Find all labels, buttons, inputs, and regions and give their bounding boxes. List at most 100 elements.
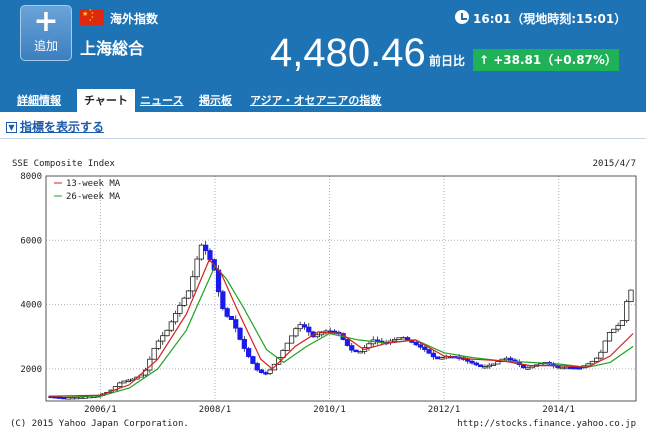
candle: [203, 240, 209, 255]
candle: [293, 326, 299, 338]
candle: [224, 306, 230, 319]
expand-icon: ▼: [6, 122, 17, 133]
candle: [228, 315, 235, 320]
price-chart: 8000 6000 4000 2000 2006/1 2008/1 2010/1 2012/1…: [10, 159, 637, 429]
candle: [478, 364, 484, 368]
candle: [74, 396, 80, 400]
divider: [0, 138, 646, 139]
candle: [615, 322, 621, 332]
candle: [297, 321, 303, 332]
candle: [125, 378, 131, 383]
candle: [57, 396, 63, 399]
candle: [237, 327, 243, 341]
x-tick-label: 2012/1: [428, 405, 461, 415]
candle: [344, 338, 351, 347]
plot-frame: [45, 175, 637, 402]
candle: [495, 361, 501, 365]
candle: [473, 361, 479, 367]
tab-board[interactable]: 掲示板: [199, 94, 232, 107]
candle: [568, 366, 574, 370]
show-indicators-link[interactable]: ▼ 指標を表示する: [6, 118, 104, 135]
candle: [69, 396, 76, 400]
candle: [314, 333, 320, 339]
legend-ma26: 26-week MA: [66, 192, 121, 202]
candle: [151, 347, 157, 360]
show-indicators-label: 指標を表示する: [20, 120, 105, 134]
source-url: http://stocks.finance.yahoo.co.jp: [457, 419, 636, 429]
plus-icon: +: [33, 4, 59, 39]
candle: [284, 342, 290, 351]
candle: [598, 349, 604, 361]
tab-asia-oceania[interactable]: アジア・オセアニアの指数: [250, 94, 382, 107]
candle: [594, 357, 600, 363]
y-tick-label: 4000: [20, 301, 42, 311]
y-tick-label: 6000: [20, 236, 42, 246]
ma26-line: [48, 264, 634, 397]
candle: [155, 339, 162, 351]
chart-title: SSE Composite Index: [12, 159, 116, 169]
axis-ticks: 8000 6000 4000 2000 2006/1 2008/1 2010/1 2012/1…: [20, 172, 575, 415]
candle: [349, 342, 355, 353]
candle: [220, 289, 226, 311]
copyright-text: (C) 2015 Yahoo Japan Corporation.: [10, 419, 189, 429]
candle: [490, 363, 497, 366]
add-button-label: 追加: [33, 39, 58, 53]
candle: [263, 370, 269, 376]
candle: [439, 356, 445, 360]
y-tick-label: 2000: [20, 365, 42, 375]
candle: [250, 355, 256, 365]
candle: [185, 289, 192, 300]
candle: [465, 356, 471, 364]
x-tick-label: 2008/1: [199, 405, 232, 415]
candle: [353, 349, 359, 353]
candle: [233, 315, 239, 333]
index-header: + 追加 ★ ★ ★ ★ ★ 海外指数 上海総合 16:01（現地時刻:15:0…: [0, 0, 646, 112]
ma13-line: [48, 258, 634, 397]
update-time: 16:01（現地時刻:15:01）: [473, 12, 627, 26]
tab-details[interactable]: 詳細情報: [17, 94, 61, 107]
candle: [396, 337, 402, 340]
candle: [482, 364, 488, 369]
candle: [258, 368, 265, 374]
chart-legend: 13-week MA 26-week MA: [54, 179, 121, 202]
candle: [585, 362, 591, 367]
candle: [422, 344, 428, 353]
candle: [194, 255, 200, 280]
add-button[interactable]: + 追加: [20, 5, 72, 61]
tab-news[interactable]: ニュース: [140, 94, 184, 107]
candle: [121, 380, 127, 384]
candle: [417, 342, 424, 350]
x-tick-label: 2006/1: [84, 405, 117, 415]
candle: [177, 301, 183, 317]
candle: [628, 289, 634, 303]
candle: [117, 381, 123, 388]
candle: [589, 360, 595, 365]
candle: [181, 296, 187, 307]
candle: [413, 340, 419, 347]
candle: [164, 329, 170, 337]
candle: [65, 396, 71, 400]
candle: [486, 362, 492, 369]
china-flag-icon: ★ ★ ★ ★ ★: [80, 9, 104, 25]
candle: [160, 331, 166, 345]
candle: [525, 365, 531, 370]
candle: [430, 350, 436, 360]
candle: [306, 323, 312, 336]
change-label: 前日比: [429, 54, 466, 68]
candle: [198, 243, 204, 261]
tab-chart[interactable]: チャート: [77, 89, 135, 112]
candle: [606, 331, 613, 342]
candle: [611, 328, 617, 333]
candle: [172, 310, 179, 325]
candles: [48, 240, 634, 400]
category-label: 海外指数: [110, 12, 159, 26]
candle: [469, 359, 475, 365]
chart-date: 2015/4/7: [593, 159, 636, 169]
x-tick-label: 2014/1: [542, 405, 575, 415]
candle: [168, 319, 174, 333]
candle: [190, 270, 196, 298]
candle: [61, 396, 67, 400]
candle: [241, 336, 247, 352]
candle: [288, 335, 295, 344]
change-badge: ↑ +38.81（+0.87%）: [473, 49, 619, 71]
